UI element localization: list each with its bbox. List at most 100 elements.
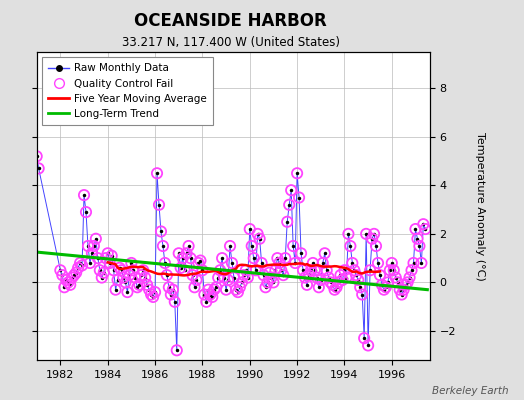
Point	[139, 267, 147, 274]
Point	[344, 231, 353, 237]
Point	[105, 260, 114, 266]
Point	[342, 274, 351, 281]
Point	[388, 260, 396, 266]
Point	[72, 270, 80, 276]
Point	[249, 255, 258, 261]
Point	[309, 260, 317, 266]
Point	[187, 255, 195, 261]
Point	[403, 279, 412, 286]
Point	[380, 286, 388, 293]
Point	[257, 260, 266, 266]
Point	[84, 243, 92, 249]
Point	[222, 286, 230, 293]
Legend: Raw Monthly Data, Quality Control Fail, Five Year Moving Average, Long-Term Tren: Raw Monthly Data, Quality Control Fail, …	[42, 57, 213, 125]
Point	[407, 267, 416, 274]
Point	[289, 243, 297, 249]
Point	[228, 260, 236, 266]
Point	[297, 250, 305, 256]
Point	[348, 260, 356, 266]
Point	[135, 282, 144, 288]
Point	[60, 284, 69, 290]
Point	[334, 279, 343, 286]
Point	[167, 291, 175, 298]
Text: OCEANSIDE HARBOR: OCEANSIDE HARBOR	[134, 12, 327, 30]
Point	[277, 267, 286, 274]
Point	[264, 279, 272, 286]
Point	[56, 267, 64, 274]
Point	[74, 265, 82, 271]
Point	[102, 255, 110, 261]
Point	[244, 274, 252, 281]
Point	[303, 282, 311, 288]
Point	[110, 267, 118, 274]
Point	[90, 243, 98, 249]
Point	[172, 347, 181, 354]
Point	[413, 236, 422, 242]
Point	[94, 255, 102, 261]
Point	[279, 272, 288, 278]
Point	[137, 272, 146, 278]
Point	[409, 260, 418, 266]
Point	[273, 255, 281, 261]
Point	[321, 250, 329, 256]
Point	[372, 243, 380, 249]
Point	[314, 284, 323, 290]
Point	[180, 267, 189, 274]
Point	[293, 170, 301, 176]
Point	[208, 294, 216, 300]
Text: 33.217 N, 117.400 W (United States): 33.217 N, 117.400 W (United States)	[122, 36, 340, 49]
Point	[95, 267, 104, 274]
Point	[100, 270, 108, 276]
Point	[196, 257, 205, 264]
Point	[340, 267, 348, 274]
Point	[58, 272, 67, 278]
Point	[281, 255, 289, 261]
Point	[218, 255, 226, 261]
Point	[331, 286, 339, 293]
Point	[287, 187, 296, 194]
Point	[143, 282, 151, 288]
Point	[192, 277, 201, 283]
Point	[236, 284, 244, 290]
Point	[299, 267, 307, 274]
Text: Berkeley Earth: Berkeley Earth	[432, 386, 508, 396]
Point	[206, 291, 214, 298]
Point	[252, 267, 260, 274]
Point	[194, 260, 203, 266]
Point	[396, 286, 404, 293]
Point	[378, 282, 386, 288]
Point	[313, 274, 321, 281]
Point	[165, 284, 173, 290]
Point	[145, 286, 154, 293]
Point	[62, 277, 70, 283]
Point	[92, 236, 100, 242]
Point	[374, 260, 382, 266]
Point	[401, 282, 410, 288]
Point	[202, 298, 211, 305]
Point	[329, 282, 337, 288]
Point	[230, 274, 238, 281]
Point	[352, 272, 361, 278]
Point	[350, 267, 358, 274]
Point	[285, 202, 293, 208]
Point	[307, 267, 315, 274]
Point	[179, 255, 187, 261]
Point	[32, 153, 41, 160]
Point	[210, 286, 219, 293]
Point	[316, 277, 325, 283]
Point	[162, 272, 171, 278]
Point	[399, 286, 408, 293]
Point	[64, 279, 72, 286]
Point	[362, 231, 370, 237]
Point	[360, 335, 368, 341]
Point	[169, 286, 177, 293]
Point	[326, 279, 335, 286]
Point	[271, 267, 280, 274]
Point	[119, 274, 128, 281]
Point	[212, 284, 221, 290]
Point	[265, 270, 274, 276]
Point	[391, 274, 400, 281]
Point	[198, 267, 206, 274]
Point	[88, 250, 96, 256]
Point	[421, 226, 430, 232]
